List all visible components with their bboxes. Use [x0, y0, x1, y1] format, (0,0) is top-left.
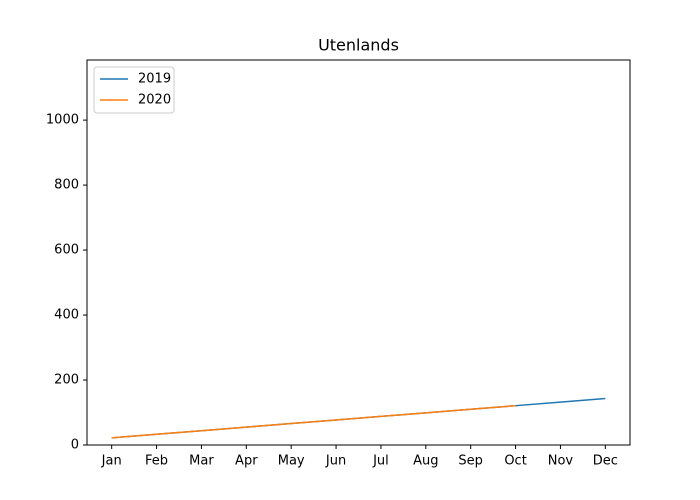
x-tick-label: Jan: [101, 454, 122, 469]
legend-label: 2020: [138, 93, 171, 108]
x-tick-label: Dec: [593, 454, 618, 469]
x-tick-label: Aug: [413, 454, 438, 469]
x-tick-label: Oct: [504, 454, 526, 469]
y-tick-label: 400: [54, 308, 79, 323]
x-tick-label: Apr: [235, 454, 258, 469]
plot-frame: [86, 59, 631, 446]
chart-title: Utenlands: [318, 36, 399, 55]
y-tick-label: 1000: [46, 113, 79, 128]
x-tick-label: Sep: [458, 454, 483, 469]
x-tick-label: Nov: [548, 454, 574, 469]
y-tick-label: 200: [54, 373, 79, 388]
y-tick-label: 600: [54, 243, 79, 258]
legend-label: 2019: [138, 72, 171, 87]
x-tick-label: Mar: [189, 454, 214, 469]
x-tick-label: May: [278, 454, 305, 469]
y-tick-label: 0: [71, 438, 79, 453]
x-tick-label: Jun: [325, 454, 346, 469]
x-tick-label: Jul: [372, 454, 389, 469]
line-series: [111, 404, 516, 439]
x-tick-label: Feb: [145, 454, 168, 469]
y-tick-label: 800: [54, 178, 79, 193]
